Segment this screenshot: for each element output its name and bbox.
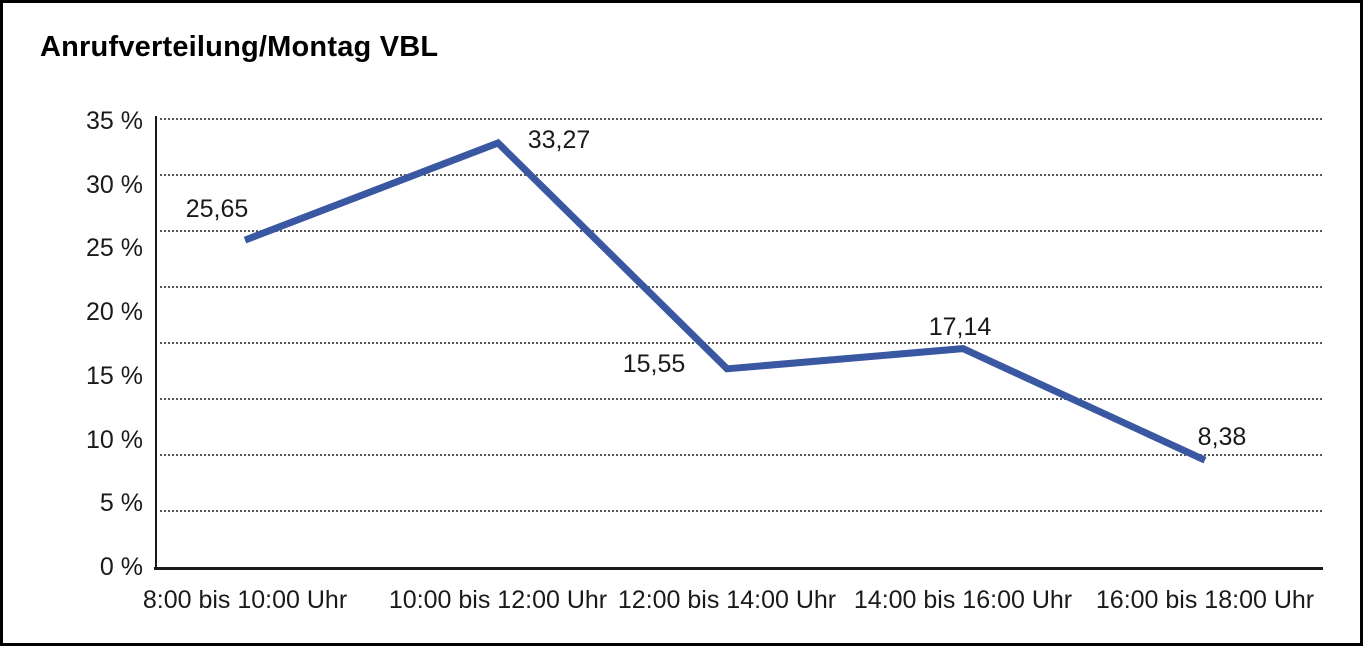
- gridline: [155, 510, 1322, 512]
- y-tick-label: 5 %: [99, 489, 143, 517]
- y-tick-label: 35 %: [86, 107, 143, 135]
- line-series: [243, 138, 1207, 464]
- x-tick-label: 14:00 bis 16:00 Uhr: [853, 586, 1073, 614]
- y-tick-label: 0 %: [99, 553, 143, 581]
- x-tick-label: 10:00 bis 12:00 Uhr: [388, 586, 608, 614]
- y-tick-label: 15 %: [86, 362, 143, 390]
- x-tick-label: 16:00 bis 18:00 Uhr: [1095, 586, 1315, 614]
- y-tick-label: 30 %: [86, 171, 143, 199]
- gridline: [155, 454, 1322, 456]
- x-tick-label: 8:00 bis 10:00 Uhr: [142, 586, 348, 614]
- x-axis-line: [154, 567, 1323, 570]
- gridline: [155, 342, 1322, 344]
- gridline: [155, 230, 1322, 232]
- x-tick-label: 12:00 bis 14:00 Uhr: [617, 586, 837, 614]
- series-polyline: [243, 138, 1207, 464]
- gridline: [155, 174, 1322, 176]
- y-tick-label: 25 %: [86, 234, 143, 262]
- chart-title: Anrufverteilung/Montag VBL: [40, 31, 439, 63]
- data-value-label: 25,65: [185, 195, 249, 223]
- data-value-label: 8,38: [1197, 423, 1247, 451]
- data-value-label: 33,27: [527, 126, 591, 154]
- data-value-label: 15,55: [622, 350, 686, 378]
- gridline: [155, 286, 1322, 288]
- gridline: [155, 398, 1322, 400]
- data-value-label: 17,14: [928, 313, 992, 341]
- y-tick-label: 10 %: [86, 426, 143, 454]
- y-axis-line: [155, 116, 157, 569]
- gridline: [155, 118, 1322, 120]
- y-tick-label: 20 %: [86, 298, 143, 326]
